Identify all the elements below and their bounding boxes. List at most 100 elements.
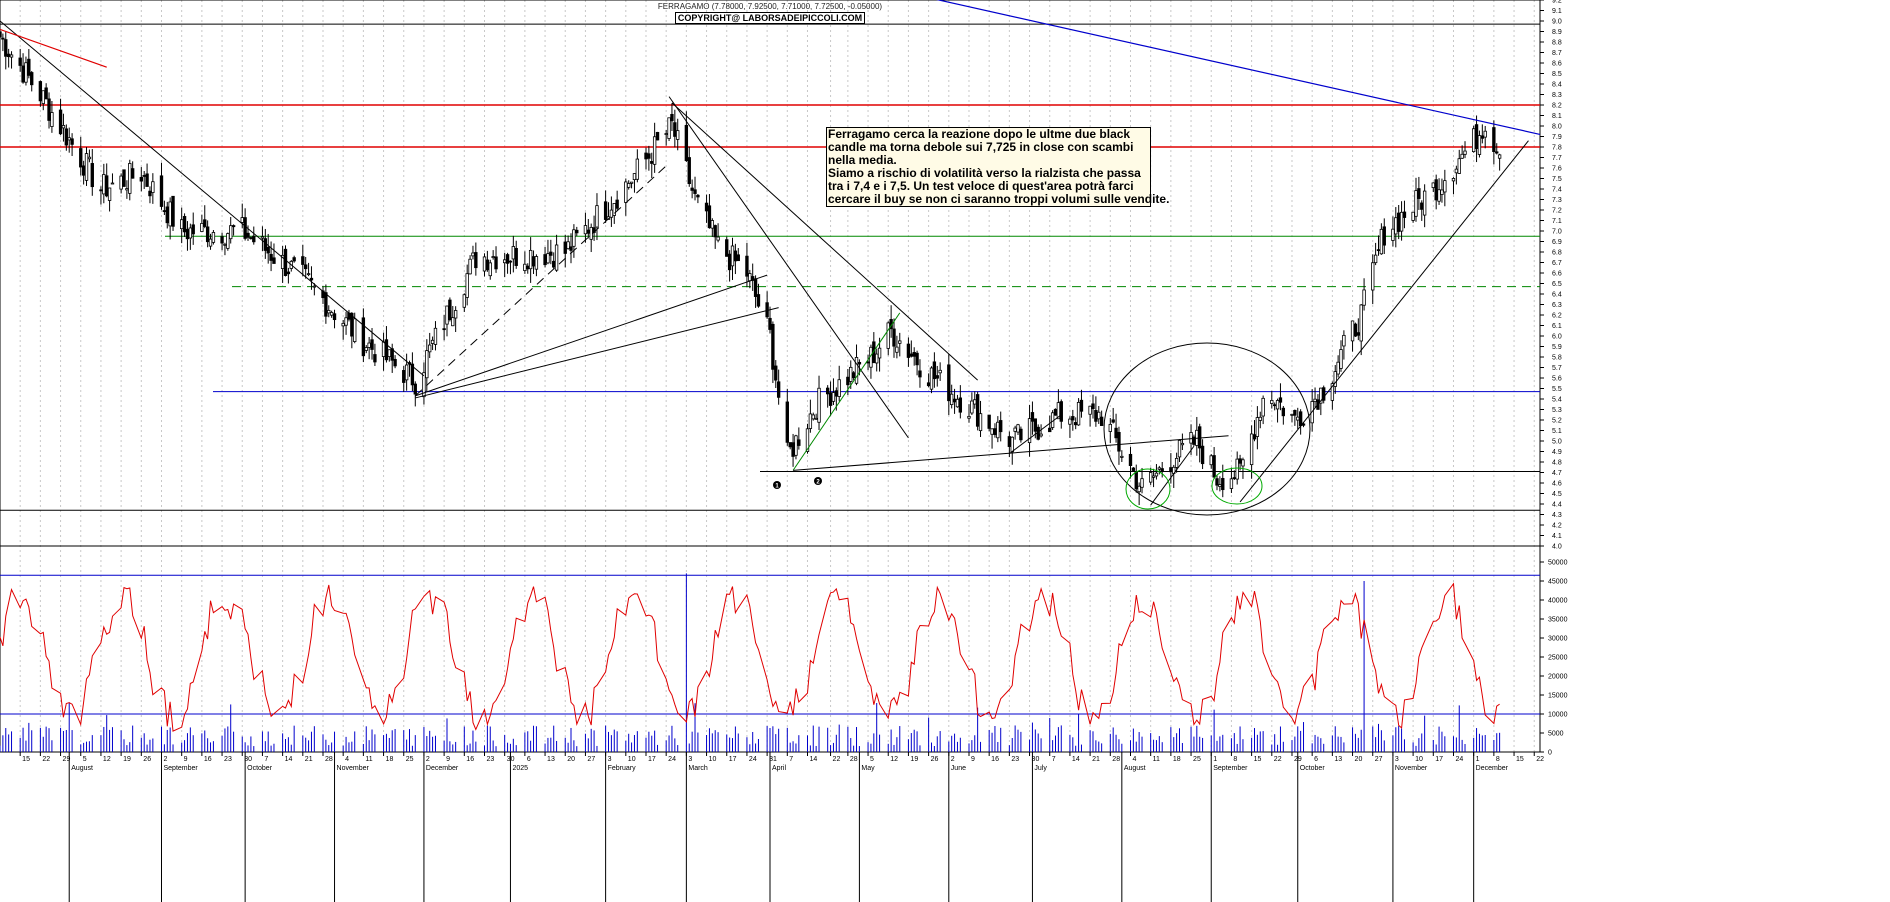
candle-body: [38, 81, 43, 102]
volume-y-label: 45000: [1548, 579, 1568, 586]
candle-body: [1151, 475, 1156, 478]
candle-body: [246, 232, 250, 238]
candle-body: [1177, 439, 1182, 458]
candle-body: [402, 370, 406, 383]
candle-body: [857, 361, 862, 365]
x-day-label: 7: [264, 756, 268, 763]
candle-body: [947, 364, 951, 402]
volume-y-label: 10000: [1548, 712, 1568, 719]
candle-body: [811, 414, 815, 420]
volume-y-label: 50000: [1548, 560, 1568, 567]
x-day-label: 21: [305, 756, 313, 763]
candle-body: [563, 241, 567, 254]
x-month-label: August: [71, 765, 93, 772]
x-day-label: 12: [890, 756, 898, 763]
candle-body: [1169, 467, 1173, 473]
y-tick-label: 8.1: [1552, 113, 1562, 120]
y-tick-label: 5.7: [1552, 365, 1562, 372]
y-tick-label: 8.3: [1552, 92, 1562, 99]
candle-body: [673, 122, 677, 137]
y-tick-label: 7.2: [1552, 208, 1562, 215]
x-day-label: 6: [1314, 756, 1318, 763]
candle-body: [1420, 202, 1424, 210]
candle-body: [64, 128, 69, 146]
candle-body: [756, 294, 761, 307]
candle-body: [1495, 151, 1499, 154]
candle-body: [667, 117, 671, 139]
candle-body: [260, 236, 265, 239]
candle-body: [229, 225, 233, 240]
candle-body: [145, 173, 149, 187]
candle-body: [1431, 182, 1435, 188]
resistance-trend-line: [0, 28, 107, 68]
candle-body: [788, 442, 792, 448]
x-day-label: 7: [789, 756, 793, 763]
x-day-label: 20: [567, 756, 575, 763]
candle-body: [978, 413, 983, 432]
candle-body: [774, 365, 778, 381]
candle-body: [958, 397, 963, 413]
candle-body: [1480, 135, 1485, 139]
candle-body: [1053, 408, 1058, 416]
candle-body: [523, 263, 527, 271]
candle-body: [575, 229, 579, 234]
candle-body: [1013, 427, 1017, 432]
candle-body: [1443, 180, 1447, 193]
price-panel-frame: [0, 0, 1541, 547]
candle-body: [771, 323, 775, 370]
candle-body: [142, 175, 146, 177]
candle-body: [1148, 472, 1153, 483]
candle-body: [180, 219, 184, 230]
note-line: cercare il buy se non ci saranno troppi …: [828, 192, 1170, 206]
candle-body: [632, 173, 637, 181]
candle-body: [1457, 158, 1461, 174]
x-day-label: 30: [1032, 756, 1040, 763]
candle-body: [413, 383, 417, 395]
candle-body: [644, 152, 648, 160]
candle-body: [1350, 320, 1355, 342]
x-day-label: 17: [729, 756, 737, 763]
candle-body: [1471, 128, 1476, 153]
y-tick-label: 7.8: [1552, 145, 1562, 152]
candle-body: [353, 318, 357, 342]
volume-y-label: 0: [1548, 750, 1552, 757]
candle-body: [627, 183, 631, 188]
candle-body: [18, 57, 22, 66]
candle-body: [932, 361, 937, 380]
candle-body: [970, 400, 974, 414]
candle-body: [1336, 361, 1340, 375]
trend-line: [0, 20, 425, 377]
candle-body: [44, 87, 48, 100]
x-month-label: November: [337, 765, 370, 772]
candle-body: [615, 199, 619, 209]
candle-body: [950, 393, 954, 406]
candle-body: [341, 322, 345, 327]
x-month-label: September: [1213, 765, 1248, 772]
candle-body: [503, 259, 507, 264]
candle-body: [929, 367, 934, 390]
candle-body: [825, 387, 830, 395]
candle-body: [1339, 349, 1343, 369]
candle-body: [151, 181, 155, 193]
candle-body: [4, 39, 8, 57]
candle-body: [1212, 455, 1216, 478]
candle-body: [952, 398, 957, 403]
candle-body: [373, 354, 377, 363]
candle-body: [1088, 405, 1092, 415]
x-month-label: May: [861, 765, 875, 772]
trend-line: [415, 274, 768, 397]
candle-body: [203, 219, 207, 227]
candle-body: [768, 317, 772, 330]
candle-body: [1454, 168, 1459, 174]
candle-body: [468, 258, 472, 275]
candle-body: [1200, 445, 1205, 465]
candle-body: [404, 364, 409, 381]
candle-body: [361, 317, 366, 357]
candle-body: [967, 415, 971, 419]
candle-body: [514, 247, 518, 266]
x-day-label: 20: [1355, 756, 1363, 763]
x-day-label: 25: [1193, 756, 1201, 763]
candle-body: [1079, 399, 1084, 412]
candle-body: [993, 428, 997, 435]
candle-body: [1068, 418, 1072, 425]
